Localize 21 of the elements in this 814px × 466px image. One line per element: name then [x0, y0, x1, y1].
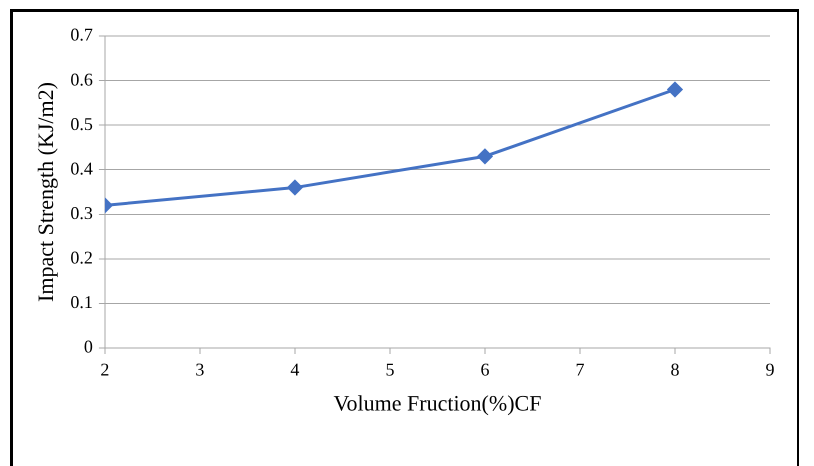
- y-axis-title: Impact Strength (KJ/m2): [32, 82, 58, 302]
- y-tick-label: 0: [84, 336, 93, 357]
- x-tick-label: 7: [575, 360, 584, 380]
- y-tick-label: 0.7: [70, 24, 93, 45]
- y-tick-label: 0.3: [70, 203, 93, 224]
- y-tick-label: 0.4: [70, 158, 93, 178]
- y-tick-label: 0.2: [70, 248, 93, 268]
- x-tick-label: 9: [766, 360, 774, 380]
- x-tick-label: 8: [670, 360, 680, 380]
- x-tick-label: 4: [290, 360, 300, 380]
- y-tick-label: 0.6: [70, 69, 93, 90]
- x-tick-label: 3: [195, 360, 204, 380]
- x-tick-label: 2: [100, 360, 110, 380]
- y-tick-label: 0.1: [70, 292, 93, 312]
- point: [287, 180, 302, 196]
- x-axis-title: Volume Fruction(%)CF: [333, 390, 542, 416]
- x-tick-label: 6: [480, 360, 490, 380]
- point: [667, 82, 682, 97]
- point: [477, 148, 492, 164]
- y-tick-label: 0.5: [70, 114, 93, 134]
- x-tick-label: 5: [385, 360, 394, 380]
